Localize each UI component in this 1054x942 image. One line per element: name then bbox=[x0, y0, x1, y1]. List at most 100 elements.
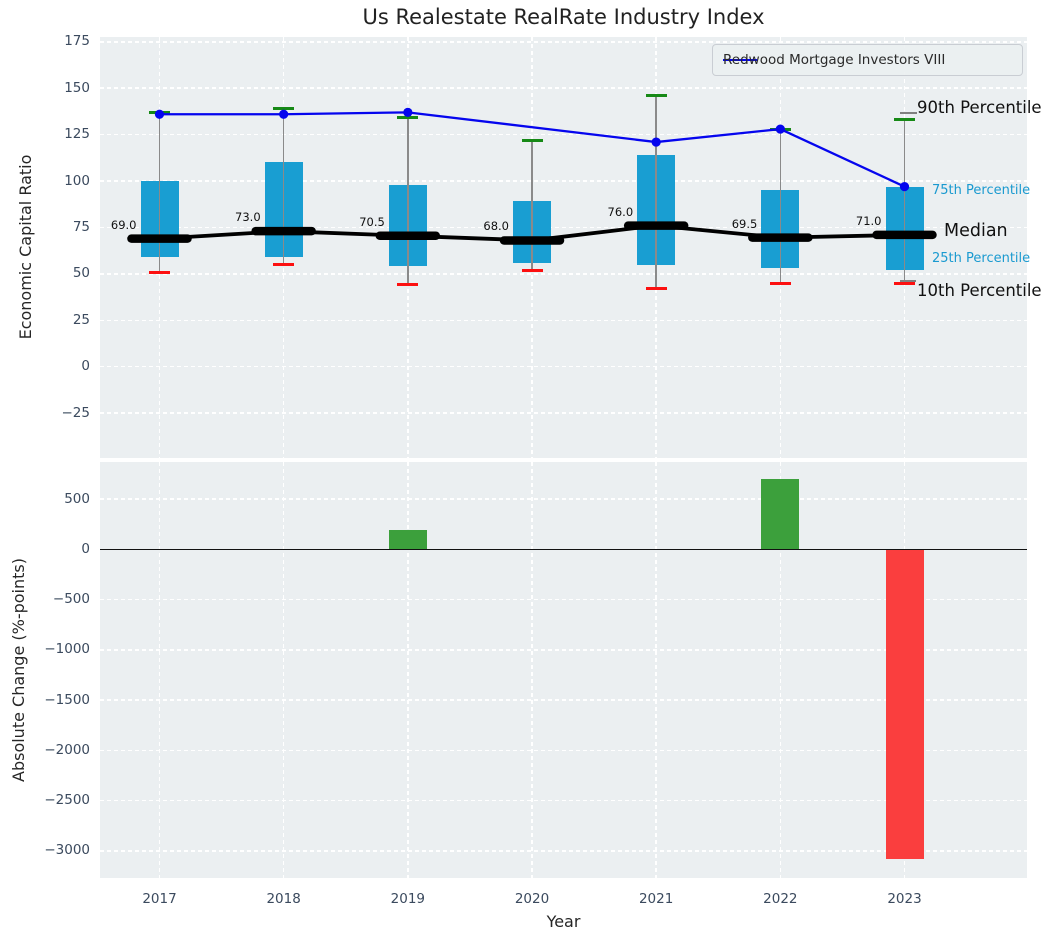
whisker-line bbox=[158, 112, 161, 272]
gridline-horizontal bbox=[100, 273, 1027, 275]
gridline-horizontal bbox=[100, 850, 1027, 852]
y-tick-label: 50 bbox=[72, 265, 90, 282]
median-value-label: 73.0 bbox=[235, 210, 261, 225]
p90-cap bbox=[894, 118, 915, 122]
whisker-line bbox=[531, 140, 533, 271]
y-tick-label: −3000 bbox=[44, 842, 90, 859]
gridline-horizontal bbox=[100, 133, 1027, 136]
company-marker bbox=[279, 109, 289, 119]
y-tick-label: −2000 bbox=[44, 741, 90, 758]
annotation-90th-percentile: 90th Percentile bbox=[917, 98, 1042, 117]
legend: Redwood Mortgage Investors VIII bbox=[712, 44, 1023, 76]
annotation-median: Median bbox=[944, 221, 1008, 241]
x-tick-label: 2017 bbox=[142, 891, 177, 907]
y-tick-label: 75 bbox=[72, 218, 90, 235]
company-marker bbox=[403, 107, 413, 117]
gridline-horizontal bbox=[100, 598, 1027, 601]
gridline-horizontal bbox=[100, 87, 1027, 89]
gridline-vertical bbox=[779, 462, 782, 878]
p10-cap bbox=[397, 283, 419, 287]
zero-line bbox=[100, 548, 1027, 551]
gridline-horizontal bbox=[100, 41, 1027, 43]
x-tick-label: 2022 bbox=[763, 891, 798, 907]
change-bar bbox=[388, 530, 427, 550]
company-marker bbox=[775, 124, 785, 134]
legend-line-swatch bbox=[723, 59, 757, 61]
plot-background bbox=[100, 37, 1027, 458]
gridline-horizontal bbox=[100, 226, 1027, 229]
y-tick-label: −2500 bbox=[44, 792, 90, 809]
legend-label: Redwood Mortgage Investors VIII bbox=[723, 52, 946, 68]
whisker-line bbox=[655, 95, 657, 289]
x-tick-label: 2018 bbox=[266, 891, 301, 907]
y-tick-label: 25 bbox=[72, 311, 90, 328]
y-tick-label: 125 bbox=[64, 126, 90, 143]
gridline-horizontal bbox=[100, 365, 1027, 368]
change-bar bbox=[885, 549, 924, 859]
annotation-75th-percentile: 75th Percentile bbox=[932, 183, 1031, 198]
annotation-leader-line-90th bbox=[900, 112, 917, 114]
whisker-line bbox=[282, 108, 285, 265]
y-tick-label: 150 bbox=[64, 79, 90, 96]
y-tick-label: 175 bbox=[64, 33, 90, 50]
p90-cap bbox=[397, 116, 419, 120]
company-line bbox=[159, 111, 905, 188]
y-tick-label: 500 bbox=[64, 490, 90, 507]
median-value-label: 70.5 bbox=[359, 214, 385, 229]
x-tick-label: 2023 bbox=[887, 891, 922, 907]
gridline-vertical bbox=[282, 462, 285, 878]
median-value-label: 69.5 bbox=[731, 216, 758, 231]
gridline-horizontal bbox=[100, 699, 1027, 701]
whisker-line bbox=[407, 117, 409, 285]
gridline-horizontal bbox=[100, 649, 1027, 651]
p10-cap bbox=[149, 270, 170, 274]
annotation-10th-percentile: 10th Percentile bbox=[917, 281, 1042, 300]
y-tick-label: −500 bbox=[52, 591, 90, 608]
company-marker bbox=[651, 137, 661, 147]
gridline-vertical bbox=[531, 462, 533, 878]
median-value-label: 68.0 bbox=[483, 219, 509, 234]
median-value-label: 76.0 bbox=[607, 204, 634, 219]
gridline-horizontal bbox=[100, 498, 1027, 500]
top-y-axis-label: Economic Capital Ratio bbox=[16, 154, 35, 340]
plot-background bbox=[100, 462, 1027, 878]
p90-cap bbox=[273, 107, 295, 111]
p10-cap bbox=[894, 281, 915, 285]
bottom-y-axis-label: Absolute Change (%-points) bbox=[9, 558, 28, 782]
y-tick-label: 100 bbox=[64, 172, 90, 189]
annotation-25th-percentile: 25th Percentile bbox=[932, 251, 1031, 266]
whisker-line bbox=[779, 129, 782, 284]
x-tick-label: 2019 bbox=[390, 891, 425, 907]
gridline-vertical bbox=[407, 462, 409, 878]
p90-cap bbox=[521, 138, 543, 142]
company-marker bbox=[899, 182, 910, 192]
gridline-horizontal bbox=[100, 749, 1027, 752]
x-tick-label: 2021 bbox=[638, 891, 674, 907]
annotation-leader-line-10th bbox=[900, 280, 916, 282]
whisker-line bbox=[903, 119, 906, 284]
x-tick-label: 2020 bbox=[514, 891, 550, 907]
gridline-horizontal bbox=[100, 180, 1027, 182]
y-tick-label: 0 bbox=[81, 540, 90, 557]
y-tick-label: −1500 bbox=[44, 691, 90, 708]
y-tick-label: 0 bbox=[81, 358, 90, 375]
p10-cap bbox=[769, 281, 791, 285]
company-marker bbox=[154, 109, 165, 119]
gridline-vertical bbox=[158, 462, 161, 878]
p90-cap bbox=[645, 94, 667, 98]
p10-cap bbox=[645, 287, 667, 291]
gridline-horizontal bbox=[100, 799, 1027, 802]
x-axis-label: Year bbox=[546, 912, 581, 931]
chart-title: Us Realestate RealRate Industry Index bbox=[362, 5, 765, 29]
p10-cap bbox=[521, 268, 543, 272]
gridline-horizontal bbox=[100, 412, 1027, 414]
median-value-label: 71.0 bbox=[855, 213, 882, 228]
gridline-vertical bbox=[655, 462, 657, 878]
gridline-horizontal bbox=[100, 319, 1027, 321]
p10-cap bbox=[273, 263, 295, 267]
y-tick-label: −25 bbox=[61, 404, 91, 421]
